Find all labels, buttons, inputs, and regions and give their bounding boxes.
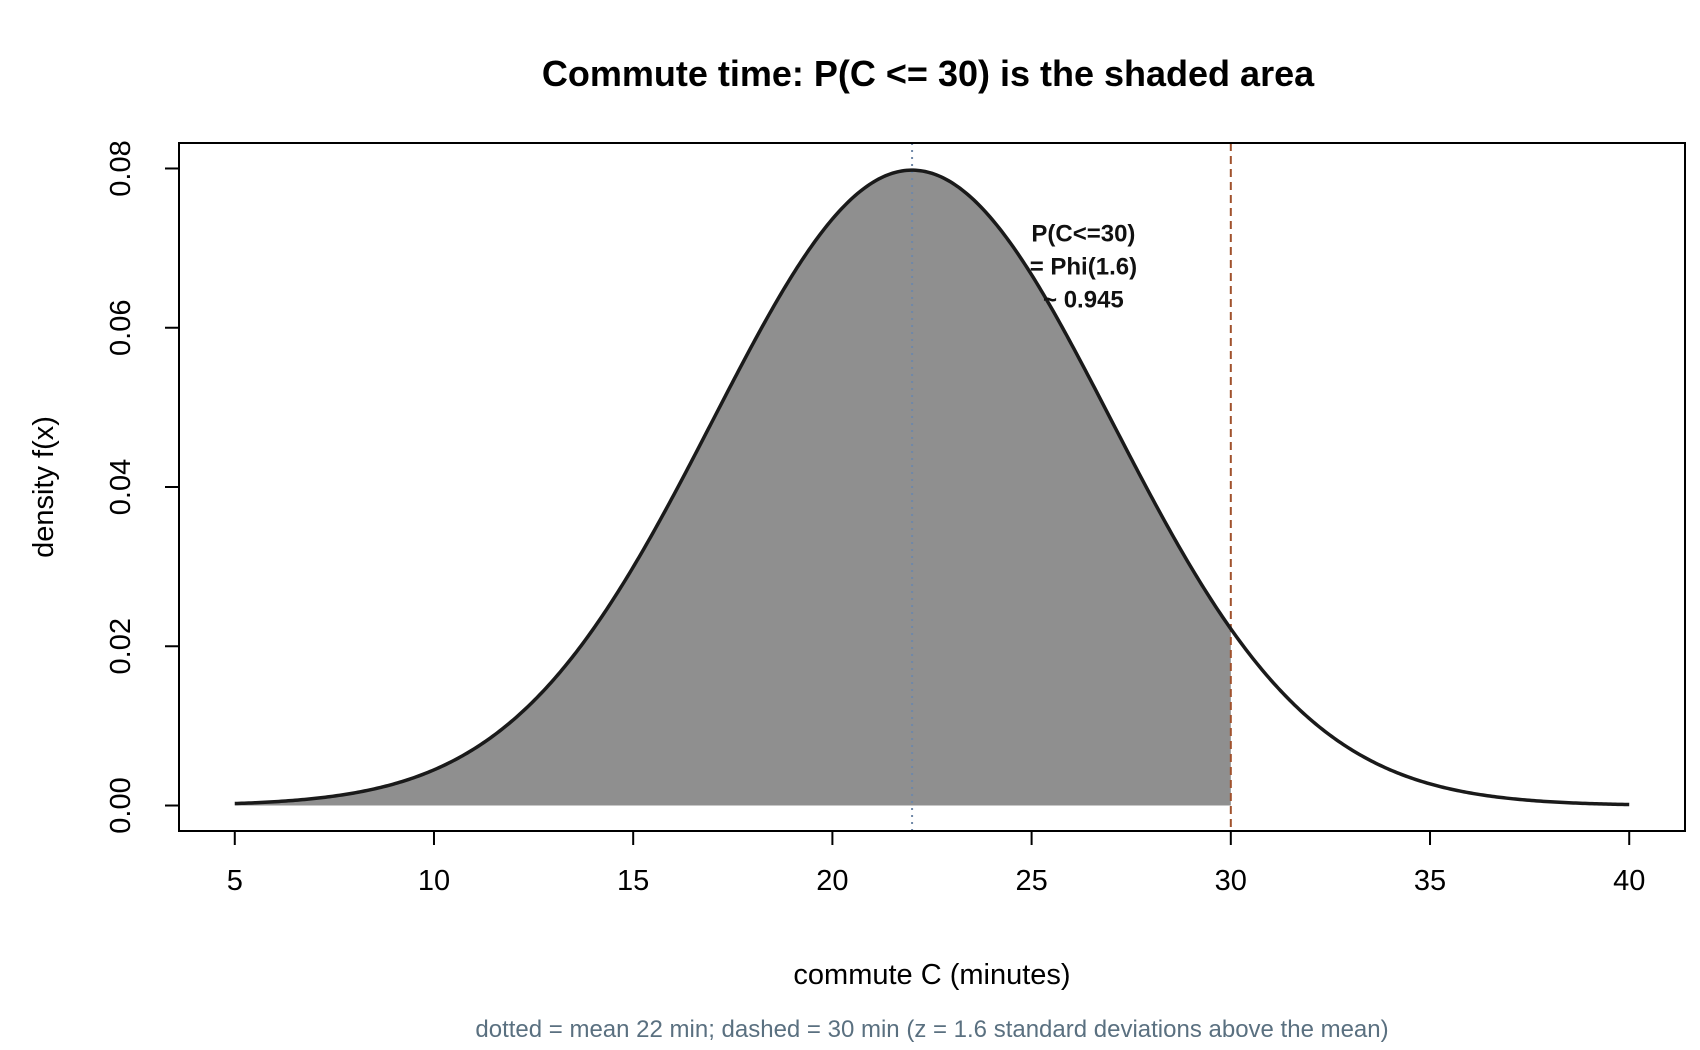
y-tick-label: 0.00 — [105, 777, 137, 833]
x-axis-label: commute C (minutes) — [793, 959, 1070, 991]
x-tick-label: 5 — [227, 865, 243, 897]
x-tick-label: 35 — [1414, 865, 1446, 897]
y-tick-label: 0.04 — [105, 459, 137, 515]
probability-annotation: P(C<=30) = Phi(1.6) ~ 0.945 — [1030, 221, 1137, 314]
x-tick-label: 25 — [1015, 865, 1047, 897]
y-tick-label: 0.06 — [105, 300, 137, 356]
y-tick-label: 0.02 — [105, 618, 137, 674]
chart-title: Commute time: P(C <= 30) is the shaded a… — [542, 53, 1315, 94]
annotation-line: ~ 0.945 — [1043, 287, 1124, 314]
chart-caption: dotted = mean 22 min; dashed = 30 min (z… — [475, 1016, 1388, 1043]
x-tick-label: 30 — [1215, 865, 1247, 897]
y-axis: 0.00 0.02 0.04 0.06 0.08 — [105, 140, 180, 834]
y-tick-label: 0.08 — [105, 140, 137, 196]
x-tick-label: 15 — [617, 865, 649, 897]
annotation-line: = Phi(1.6) — [1030, 254, 1137, 281]
x-tick-label: 20 — [816, 865, 848, 897]
density-curve — [234, 168, 1630, 807]
x-tick-label: 40 — [1613, 865, 1645, 897]
x-axis: 5 10 15 20 25 30 35 40 — [227, 830, 1645, 897]
x-tick-label: 10 — [418, 865, 450, 897]
plot-area — [234, 143, 1630, 831]
annotation-line: P(C<=30) — [1031, 221, 1135, 248]
shaded-area — [234, 170, 1231, 806]
y-axis-label: density f(x) — [28, 416, 60, 558]
